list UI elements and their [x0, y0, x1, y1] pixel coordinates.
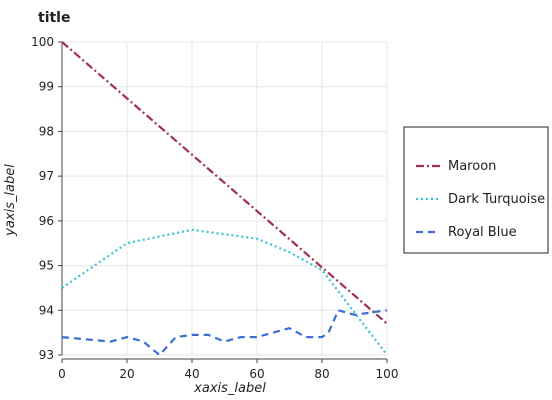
x-tick-label: 40 — [184, 367, 199, 381]
series-line-royal-blue — [61, 309, 388, 357]
y-tick-labels: 93 94 95 96 97 98 99 100 — [31, 35, 63, 362]
y-tick-label: 93 — [39, 348, 54, 362]
y-tick-label: 99 — [39, 80, 54, 94]
x-tick-label: 100 — [376, 367, 399, 381]
legend: Maroon Dark Turquoise Royal Blue — [403, 126, 549, 254]
y-tick-label: 98 — [39, 124, 54, 138]
y-axis-label: yaxis_label — [3, 164, 18, 237]
y-tick-label: 96 — [39, 214, 54, 228]
x-axis-label: xaxis_label — [193, 381, 266, 396]
y-tick-label: 100 — [31, 35, 54, 49]
chart-title: title — [38, 10, 70, 26]
y-tick-label: 97 — [39, 169, 54, 183]
x-tick-label: 80 — [314, 367, 329, 381]
y-tick-label: 94 — [39, 303, 54, 317]
x-tick-label: 0 — [58, 367, 66, 381]
y-tick-label: 95 — [39, 259, 54, 273]
legend-label-royal-blue: Royal Blue — [448, 225, 517, 240]
x-tick-label: 20 — [119, 367, 134, 381]
series-line-dark-turquoise — [61, 228, 388, 356]
x-tick-labels: 0 20 40 60 80 100 — [58, 358, 399, 381]
legend-label-dark-turquoise: Dark Turquoise — [448, 192, 545, 207]
grid-lines — [61, 41, 388, 356]
x-tick-label: 60 — [249, 367, 264, 381]
legend-label-maroon: Maroon — [448, 159, 496, 174]
series-line-maroon — [61, 41, 388, 325]
series-lines — [61, 41, 388, 357]
legend-items: Maroon Dark Turquoise Royal Blue — [416, 159, 545, 240]
